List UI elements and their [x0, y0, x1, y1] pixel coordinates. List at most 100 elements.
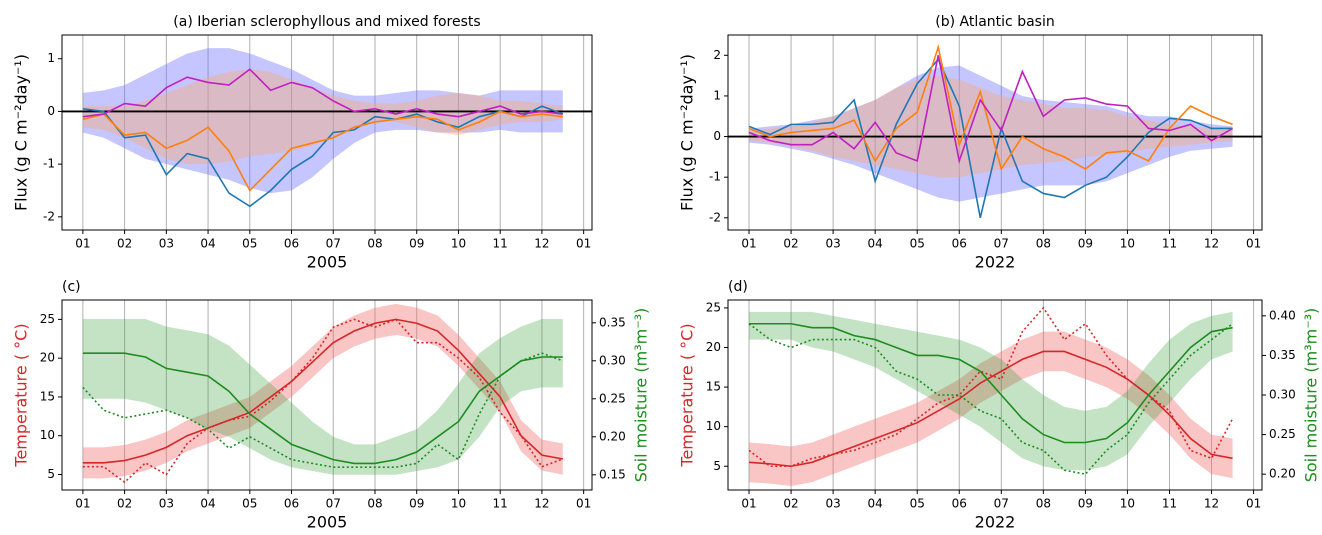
y-tick-label: 25 — [706, 300, 721, 314]
x-tick-label: 03 — [825, 497, 840, 511]
x-tick-label: 01 — [75, 497, 90, 511]
chart-title: (c) — [62, 279, 81, 295]
axes-frame — [727, 299, 1263, 491]
x-tick-label: 03 — [825, 237, 840, 251]
y-tick-label: 20 — [706, 340, 721, 354]
x-tick-label: 02 — [117, 497, 132, 511]
y-tick-label: 25 — [40, 312, 55, 326]
x-tick-label: 12 — [1204, 497, 1219, 511]
y-tick-label: 5 — [47, 467, 55, 481]
y-tick-label: 0 — [713, 129, 721, 143]
x-tick-label: 02 — [783, 497, 798, 511]
line — [82, 318, 563, 464]
y-tick-label: 1 — [47, 51, 55, 65]
x-tick-label: 08 — [1036, 497, 1051, 511]
y-axis-label: Temperature ( °C) — [678, 323, 697, 467]
y-tick-label: 0 — [47, 104, 55, 118]
x-axis-label: 2022 — [975, 253, 1016, 272]
y-axis-label: Flux (g C m⁻²day⁻¹) — [12, 54, 31, 211]
x-tick-label: 12 — [1204, 237, 1219, 251]
chart-title: (b) Atlantic basin — [935, 14, 1054, 30]
x-tick-label: 05 — [910, 237, 925, 251]
line — [82, 105, 564, 208]
x-tick-label: 09 — [409, 237, 424, 251]
x-tick-label: 03 — [159, 237, 174, 251]
x-tick-label: 06 — [952, 237, 967, 251]
x-tick-label: 02 — [783, 237, 798, 251]
x-tick-label: 11 — [493, 237, 508, 251]
x-tick-label: 10 — [1120, 237, 1135, 251]
band — [749, 65, 1233, 202]
y2-tick-label: 0.20 — [599, 429, 626, 443]
x-axis-label: 2005 — [307, 513, 348, 532]
y-tick-label: -2 — [43, 209, 55, 223]
x-tick-label: 08 — [367, 237, 382, 251]
line — [748, 323, 1234, 476]
x-axis-label: 2005 — [307, 253, 348, 272]
y-tick-label: -1 — [709, 170, 721, 184]
y-tick-label: 15 — [40, 389, 55, 403]
x-tick-label: 11 — [1162, 497, 1177, 511]
x-tick-label: 02 — [117, 237, 132, 251]
x-tick-label: 01 — [576, 237, 591, 251]
line — [82, 352, 563, 465]
y-tick-label: -1 — [43, 157, 55, 171]
y2-axis-label: Soil moisture (m³m⁻³) — [632, 308, 651, 483]
y-tick-label: 20 — [40, 351, 55, 365]
y-tick-label: 2 — [713, 48, 721, 62]
y2-tick-label: 0.25 — [1269, 427, 1296, 441]
line — [82, 352, 564, 468]
axes-frame — [61, 299, 593, 491]
x-tick-label: 04 — [868, 497, 883, 511]
x-tick-label: 08 — [367, 497, 382, 511]
x-tick-label: 10 — [451, 497, 466, 511]
y-axis-label: Temperature ( °C) — [12, 323, 31, 467]
line — [748, 55, 1233, 164]
y2-tick-label: 0.30 — [1269, 388, 1296, 402]
y-tick-label: -2 — [709, 210, 721, 224]
y-tick-label: 10 — [40, 428, 55, 442]
y-tick-label: 5 — [713, 459, 721, 473]
y-tick-label: 15 — [706, 380, 721, 394]
y2-axis-label: Soil moisture (m³m⁻³) — [1302, 308, 1321, 483]
x-tick-label: 11 — [493, 497, 508, 511]
y-tick-label: 10 — [706, 419, 721, 433]
x-tick-label: 06 — [284, 237, 299, 251]
line — [82, 68, 563, 118]
y2-tick-label: 0.15 — [599, 467, 626, 481]
x-tick-label: 07 — [326, 237, 341, 251]
x-tick-label: 06 — [952, 497, 967, 511]
line — [82, 110, 563, 192]
x-tick-label: 01 — [1246, 497, 1261, 511]
axes-frame — [727, 34, 1263, 231]
x-tick-label: 11 — [1162, 237, 1177, 251]
x-tick-label: 07 — [994, 497, 1009, 511]
axes-frame — [61, 34, 593, 231]
x-tick-label: 05 — [242, 497, 257, 511]
y-axis-label: Flux (g C m⁻²day⁻¹) — [678, 54, 697, 211]
x-tick-label: 05 — [242, 237, 257, 251]
line — [748, 57, 1233, 218]
chart-title: (a) Iberian sclerophyllous and mixed for… — [173, 14, 480, 30]
y2-tick-label: 0.20 — [1269, 467, 1296, 481]
line — [748, 306, 1234, 468]
line — [749, 322, 1233, 444]
x-tick-label: 01 — [741, 497, 756, 511]
x-tick-label: 10 — [451, 237, 466, 251]
line — [748, 44, 1233, 172]
chart-title: (d) — [728, 279, 748, 295]
x-tick-label: 09 — [1078, 497, 1093, 511]
y2-tick-label: 0.35 — [599, 315, 626, 329]
x-tick-label: 04 — [200, 237, 215, 251]
x-tick-label: 01 — [741, 237, 756, 251]
x-tick-label: 06 — [284, 497, 299, 511]
x-tick-label: 01 — [1246, 237, 1261, 251]
y2-tick-label: 0.30 — [599, 353, 626, 367]
line — [82, 318, 564, 484]
y2-tick-label: 0.40 — [1269, 308, 1296, 322]
x-tick-label: 04 — [200, 497, 215, 511]
x-axis-label: 2022 — [975, 513, 1016, 532]
x-tick-label: 05 — [910, 497, 925, 511]
x-tick-label: 09 — [1078, 237, 1093, 251]
